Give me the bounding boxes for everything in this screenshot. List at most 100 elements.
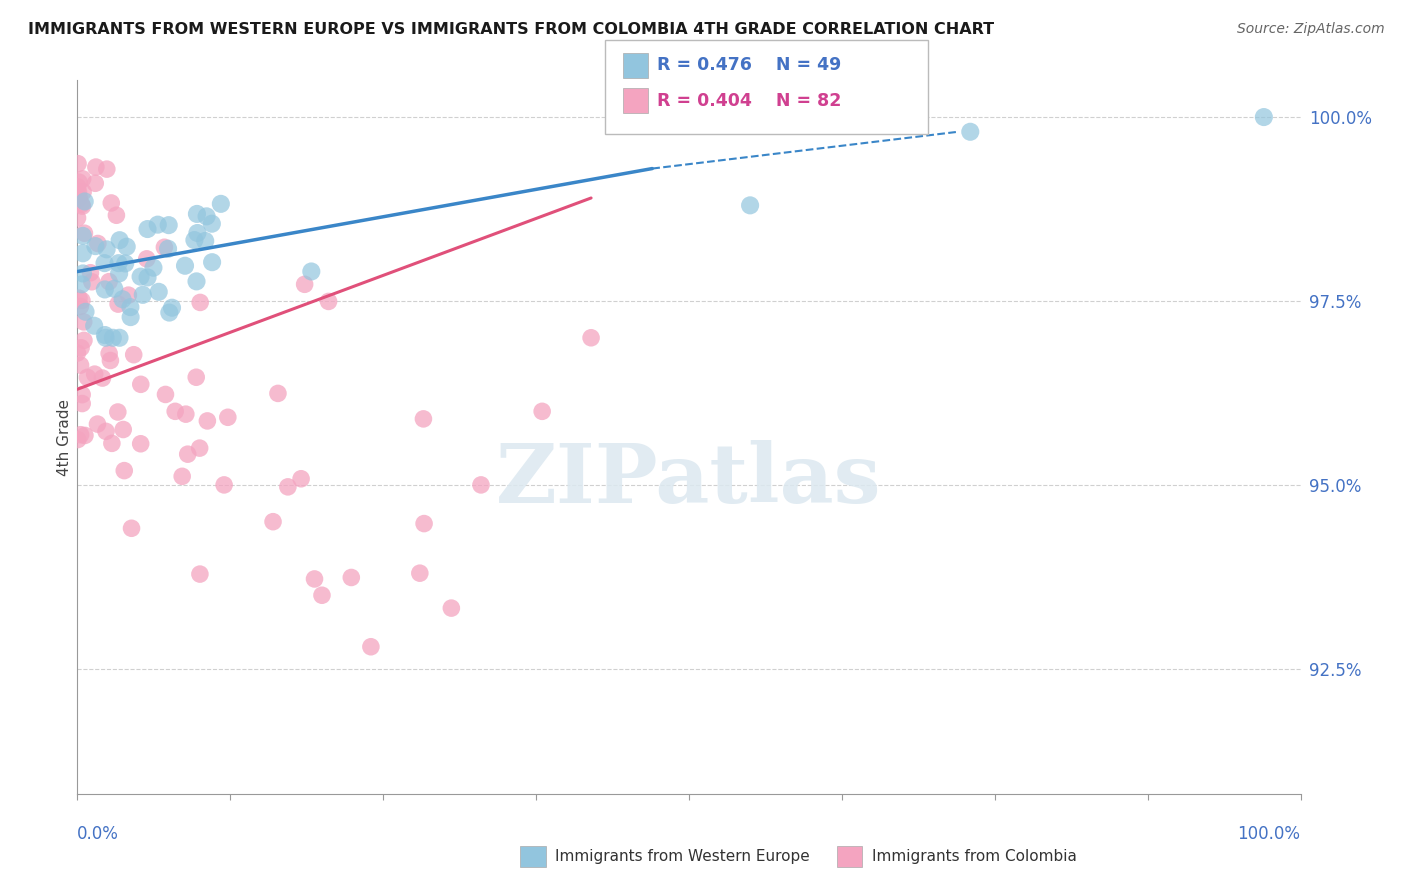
Point <box>103 282 125 296</box>
Point <box>959 125 981 139</box>
Point <box>86 417 108 431</box>
Point <box>67 191 90 205</box>
Point <box>84 176 107 190</box>
Point <box>579 331 602 345</box>
Point <box>172 469 194 483</box>
Point <box>66 433 89 447</box>
Point <box>262 515 284 529</box>
Point <box>188 441 211 455</box>
Point <box>67 157 90 171</box>
Point <box>67 175 90 189</box>
Point <box>105 208 128 222</box>
Point <box>360 640 382 654</box>
Point <box>112 423 135 437</box>
Point <box>67 291 90 305</box>
Point <box>183 233 205 247</box>
Point <box>115 240 138 254</box>
Point <box>174 407 197 421</box>
Point <box>107 256 129 270</box>
Point <box>413 516 436 531</box>
Point <box>201 255 224 269</box>
Point <box>177 447 200 461</box>
Point <box>101 331 124 345</box>
Point <box>157 305 180 319</box>
Point <box>67 186 90 200</box>
Point <box>129 269 152 284</box>
Point <box>70 197 93 211</box>
Point <box>73 428 96 442</box>
Point <box>98 275 121 289</box>
Point <box>153 240 176 254</box>
Point <box>299 264 322 278</box>
Point <box>136 222 159 236</box>
Point <box>93 256 115 270</box>
Point <box>72 228 94 243</box>
Point <box>290 472 312 486</box>
Point <box>83 367 105 381</box>
Point <box>209 197 232 211</box>
Point <box>69 358 91 372</box>
Point <box>188 295 211 310</box>
Point <box>66 179 89 194</box>
Point <box>146 218 169 232</box>
Point <box>72 267 94 281</box>
Text: ZIPatlas: ZIPatlas <box>496 440 882 520</box>
Point <box>108 331 131 345</box>
Point <box>76 370 98 384</box>
Point <box>531 404 554 418</box>
Point <box>100 196 122 211</box>
Point <box>72 199 94 213</box>
Point <box>212 478 235 492</box>
Point <box>129 377 152 392</box>
Point <box>94 331 117 345</box>
Point <box>70 396 93 410</box>
Point <box>120 310 142 325</box>
Point <box>72 172 94 186</box>
Point <box>75 305 97 319</box>
Point <box>409 566 432 581</box>
Point <box>66 193 89 207</box>
Point <box>267 386 290 401</box>
Text: R = 0.404    N = 82: R = 0.404 N = 82 <box>657 92 841 110</box>
Point <box>201 217 224 231</box>
Point <box>294 277 316 292</box>
Point <box>69 299 91 313</box>
Point <box>412 412 434 426</box>
Point <box>108 267 131 281</box>
Point <box>94 328 117 343</box>
Point <box>100 353 122 368</box>
Text: Source: ZipAtlas.com: Source: ZipAtlas.com <box>1237 22 1385 37</box>
Point <box>194 234 217 248</box>
Point <box>73 334 96 348</box>
Point <box>304 572 326 586</box>
Point <box>311 588 333 602</box>
Point <box>96 162 118 177</box>
Point <box>157 242 180 256</box>
Point <box>73 226 96 240</box>
Point <box>101 436 124 450</box>
Point <box>1253 110 1275 124</box>
Point <box>120 300 142 314</box>
Point <box>129 436 152 450</box>
Point <box>440 601 463 615</box>
Point <box>91 371 114 385</box>
Point <box>165 404 187 418</box>
Text: Immigrants from Western Europe: Immigrants from Western Europe <box>555 849 810 863</box>
Point <box>98 346 121 360</box>
Point <box>122 348 145 362</box>
Point <box>174 259 197 273</box>
Point <box>135 252 157 266</box>
Point <box>142 260 165 275</box>
Point <box>195 414 218 428</box>
Text: R = 0.476    N = 49: R = 0.476 N = 49 <box>657 56 841 74</box>
Text: IMMIGRANTS FROM WESTERN EUROPE VS IMMIGRANTS FROM COLOMBIA 4TH GRADE CORRELATION: IMMIGRANTS FROM WESTERN EUROPE VS IMMIGR… <box>28 22 994 37</box>
Point <box>121 521 143 535</box>
Point <box>148 285 170 299</box>
Point <box>79 266 101 280</box>
Point <box>132 288 155 302</box>
Text: 0.0%: 0.0% <box>77 825 120 843</box>
Point <box>73 315 96 329</box>
Point <box>186 274 208 288</box>
Point <box>277 480 299 494</box>
Point <box>740 198 762 212</box>
